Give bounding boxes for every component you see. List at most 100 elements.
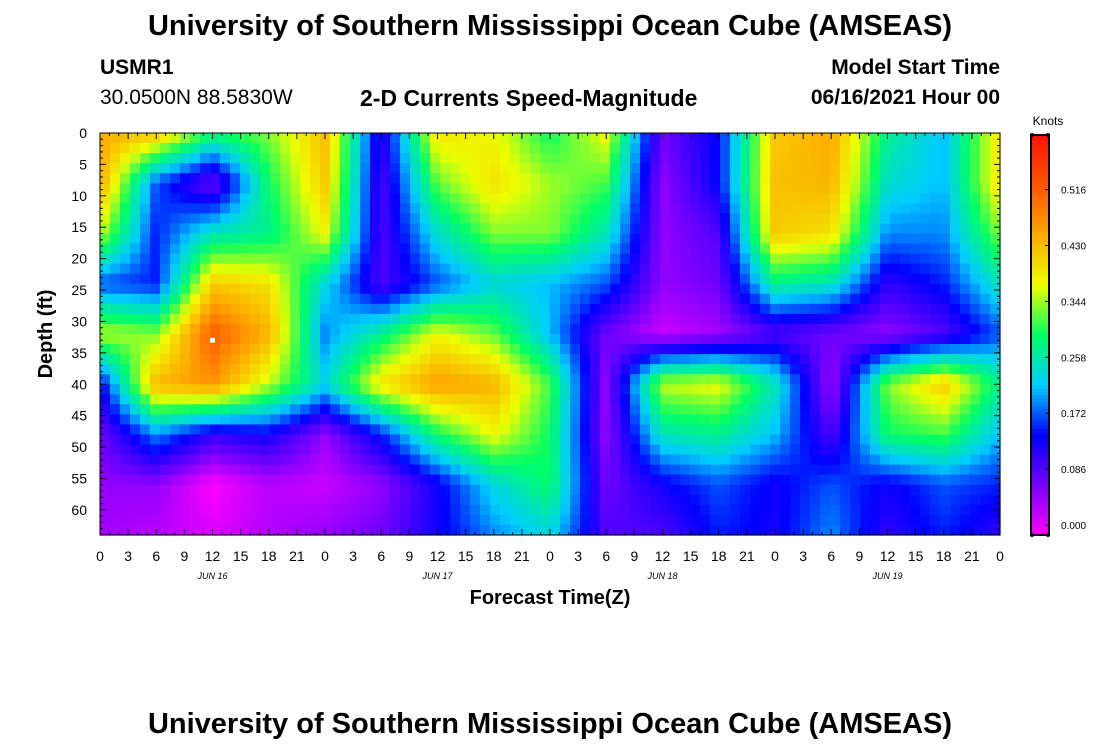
heatmap-cell — [870, 404, 881, 415]
colorbar-segment — [1031, 501, 1049, 506]
heatmap-cell — [360, 233, 371, 245]
heatmap-cell — [390, 524, 401, 536]
heatmap-cell — [300, 414, 311, 426]
heatmap-cell — [360, 173, 371, 184]
heatmap-cell — [100, 213, 111, 225]
heatmap-cell — [640, 293, 651, 305]
heatmap-cell — [140, 434, 151, 446]
heatmap-cell — [150, 364, 161, 375]
heatmap-cell — [360, 293, 371, 305]
heatmap-cell — [180, 374, 191, 385]
heatmap-cell — [490, 203, 501, 214]
heatmap-cell — [440, 273, 451, 285]
heatmap-cell — [470, 354, 481, 365]
heatmap-cell — [330, 303, 341, 315]
heatmap-cell — [240, 524, 251, 536]
heatmap-cell — [160, 223, 171, 235]
heatmap-cell — [400, 514, 411, 526]
heatmap-cell — [910, 404, 921, 415]
heatmap-cell — [940, 273, 951, 285]
heatmap-cell — [780, 504, 791, 516]
heatmap-cell — [990, 344, 1001, 355]
heatmap-cell — [960, 293, 971, 305]
heatmap-cell — [860, 173, 871, 184]
heatmap-cell — [450, 263, 461, 275]
heatmap-cell — [650, 364, 661, 375]
heatmap-cell — [790, 454, 801, 466]
heatmap-cell — [250, 454, 261, 466]
heatmap-cell — [330, 524, 341, 536]
heatmap-cell — [380, 133, 391, 144]
heatmap-cell — [540, 303, 551, 315]
heatmap-cell — [320, 313, 331, 325]
heatmap-cell — [700, 303, 711, 315]
heatmap-cell — [280, 143, 291, 154]
heatmap-cell — [710, 364, 721, 375]
heatmap-cell — [400, 203, 411, 214]
heatmap-cell — [200, 444, 211, 456]
heatmap-cell — [200, 434, 211, 446]
heatmap-cell — [740, 293, 751, 305]
heatmap-cell — [150, 243, 161, 255]
heatmap-cell — [410, 283, 421, 295]
heatmap-cell — [970, 253, 981, 265]
heatmap-cell — [100, 303, 111, 315]
heatmap-cell — [700, 153, 711, 164]
heatmap-cell — [270, 504, 281, 516]
heatmap-cell — [520, 153, 531, 164]
heatmap-cell — [550, 293, 561, 305]
heatmap-cell — [460, 474, 471, 486]
axes: 0 3 6 9 12 15 18 21 0 3 6 9 12 15 18 21 0 3 6 9 12 15 18 21 0 3 6 9… — [71, 125, 1004, 581]
colorbar-segment — [1031, 428, 1049, 433]
heatmap-cell — [330, 253, 341, 265]
heatmap-cell — [180, 253, 191, 265]
heatmap-cell — [270, 273, 281, 285]
heatmap-cell — [390, 183, 401, 194]
heatmap-cell — [110, 374, 121, 385]
heatmap-cell — [890, 344, 901, 355]
heatmap-cell — [670, 153, 681, 164]
heatmap-cell — [710, 464, 721, 476]
heatmap-cell — [100, 444, 111, 456]
heatmap-cell — [750, 414, 761, 426]
heatmap-cell — [830, 424, 841, 436]
heatmap-cell — [220, 444, 231, 456]
heatmap-cell — [170, 524, 181, 536]
heatmap-cell — [420, 153, 431, 164]
heatmap-cell — [280, 374, 291, 385]
heatmap-cell — [190, 273, 201, 285]
heatmap-cell — [190, 454, 201, 466]
heatmap-cell — [210, 153, 221, 164]
heatmap-cell — [440, 253, 451, 265]
heatmap-cell — [110, 394, 121, 405]
heatmap-cell — [230, 464, 241, 476]
heatmap-cell — [530, 153, 541, 164]
heatmap-cell — [980, 253, 991, 265]
x-tick-label: 6 — [602, 548, 610, 564]
heatmap-cell — [730, 193, 741, 204]
heatmap-cell — [150, 404, 161, 415]
heatmap-cell — [430, 364, 441, 375]
heatmap-cell — [740, 354, 751, 365]
heatmap-cell — [500, 303, 511, 315]
heatmap-cell — [170, 404, 181, 415]
heatmap-cell — [900, 203, 911, 214]
heatmap-cell — [650, 524, 661, 536]
heatmap-cell — [440, 233, 451, 245]
heatmap-cell — [950, 474, 961, 486]
heatmap-cell — [940, 354, 951, 365]
heatmap-cell — [840, 374, 851, 385]
heatmap-cell — [480, 303, 491, 315]
heatmap-cell — [190, 313, 201, 325]
heatmap-cell — [230, 524, 241, 536]
heatmap-cell — [890, 364, 901, 375]
heatmap-cell — [840, 133, 851, 144]
heatmap-cell — [290, 263, 301, 275]
heatmap-cell — [960, 303, 971, 315]
heatmap-cell — [540, 344, 551, 355]
heatmap-cell — [820, 213, 831, 225]
heatmap-cell — [160, 404, 171, 415]
heatmap-cell — [270, 374, 281, 385]
heatmap-cell — [500, 434, 511, 446]
heatmap-cell — [590, 213, 601, 225]
